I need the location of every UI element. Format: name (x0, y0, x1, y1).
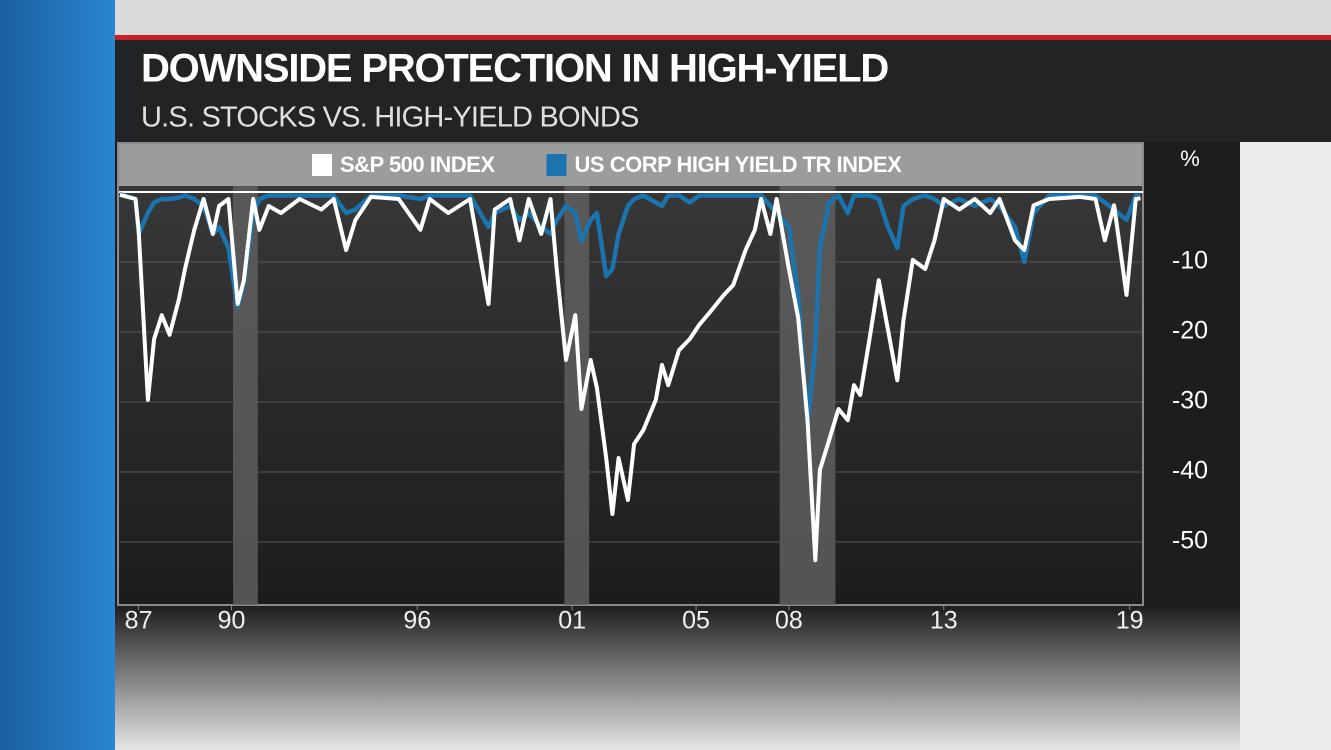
legend-label: S&P 500 INDEX (340, 152, 495, 177)
y-tick-label: -20 (1172, 317, 1208, 345)
y-tick-label: -10 (1172, 247, 1208, 275)
legend-swatch (312, 154, 332, 176)
chart-fade (115, 605, 1240, 750)
x-tick-label: 08 (775, 607, 803, 635)
y-tick-label: -50 (1172, 527, 1208, 555)
chart-title: DOWNSIDE PROTECTION IN HIGH-YIELD (141, 47, 888, 91)
side-strip (0, 0, 115, 750)
legend-swatch (546, 154, 567, 176)
plot-area (117, 142, 1144, 606)
x-tick-label: 05 (682, 607, 710, 635)
y-tick-label: -40 (1172, 457, 1208, 485)
x-tick-label: 87 (125, 607, 153, 635)
header-rule (115, 35, 1331, 40)
y-tick-label: -30 (1172, 387, 1208, 415)
header-panel (115, 38, 1331, 142)
legend-label: US CORP HIGH YIELD TR INDEX (575, 152, 903, 177)
x-tick-label: 19 (1116, 607, 1144, 635)
x-tick-label: 96 (403, 607, 431, 635)
y-unit: % (1180, 146, 1200, 171)
legend-band (119, 144, 1142, 186)
series-line (119, 192, 1141, 563)
x-tick-label: 90 (218, 607, 246, 635)
x-tick-label: 01 (558, 607, 586, 635)
side-panel (1240, 142, 1331, 750)
chart-subtitle: U.S. STOCKS VS. HIGH-YIELD BONDS (141, 102, 639, 134)
x-tick-label: 13 (930, 607, 958, 635)
